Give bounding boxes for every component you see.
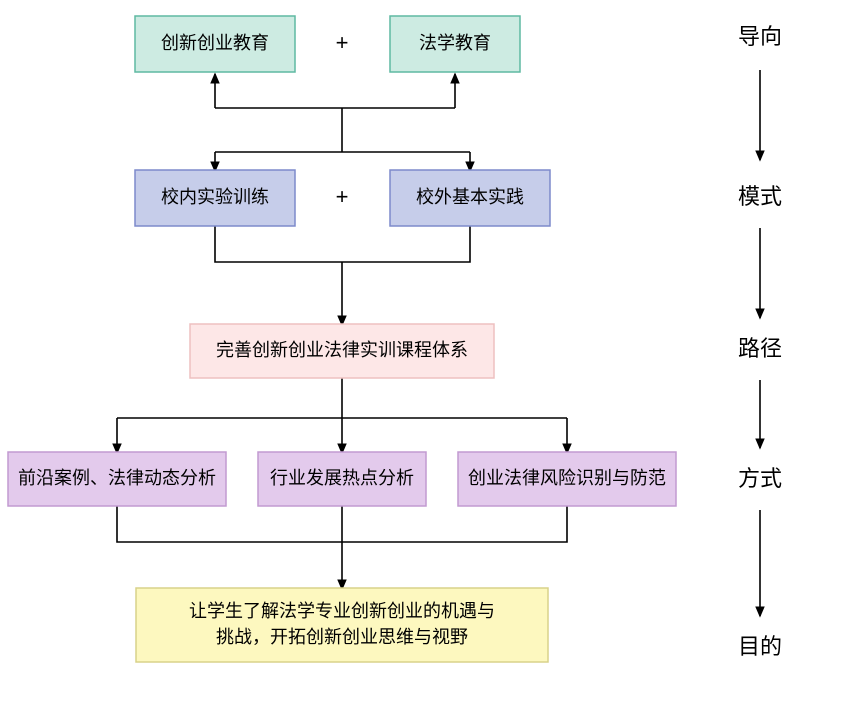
flowchart-canvas: 创新创业教育 法学教育 + 校内实验训练 校外基本实践 + 完善创新创业法律实训课程体系前沿… xyxy=(0,0,841,720)
label-r5-l2: 挑战，开拓创新创业思维与视野 xyxy=(216,627,468,647)
side-label-3: 方式 xyxy=(738,466,782,491)
op-plus-2: + xyxy=(336,184,349,209)
label-r4-c: 创业法律风险识别与防范 xyxy=(468,468,666,488)
op-plus-1: + xyxy=(336,30,349,55)
label-r2-b: 校外基本实践 xyxy=(416,187,524,207)
side-label-4: 目的 xyxy=(738,634,782,659)
label-r1-b: 法学教育 xyxy=(419,33,491,53)
label-r5-l1: 让学生了解法学专业创新创业的机遇与 xyxy=(189,601,495,621)
label-r4-b: 行业发展热点分析 xyxy=(270,468,414,488)
side-label-2: 路径 xyxy=(738,336,782,361)
label-r3: 完善创新创业法律实训课程体系 xyxy=(216,340,468,360)
label-r4-a: 前沿案例、法律动态分析 xyxy=(18,468,216,488)
label-r2-a: 校内实验训练 xyxy=(161,187,269,207)
bus-row2-bot xyxy=(215,226,470,262)
side-label-1: 模式 xyxy=(738,184,782,209)
node-r5 xyxy=(136,588,548,662)
label-r1-a: 创新创业教育 xyxy=(161,33,269,53)
side-label-0: 导向 xyxy=(738,24,782,49)
